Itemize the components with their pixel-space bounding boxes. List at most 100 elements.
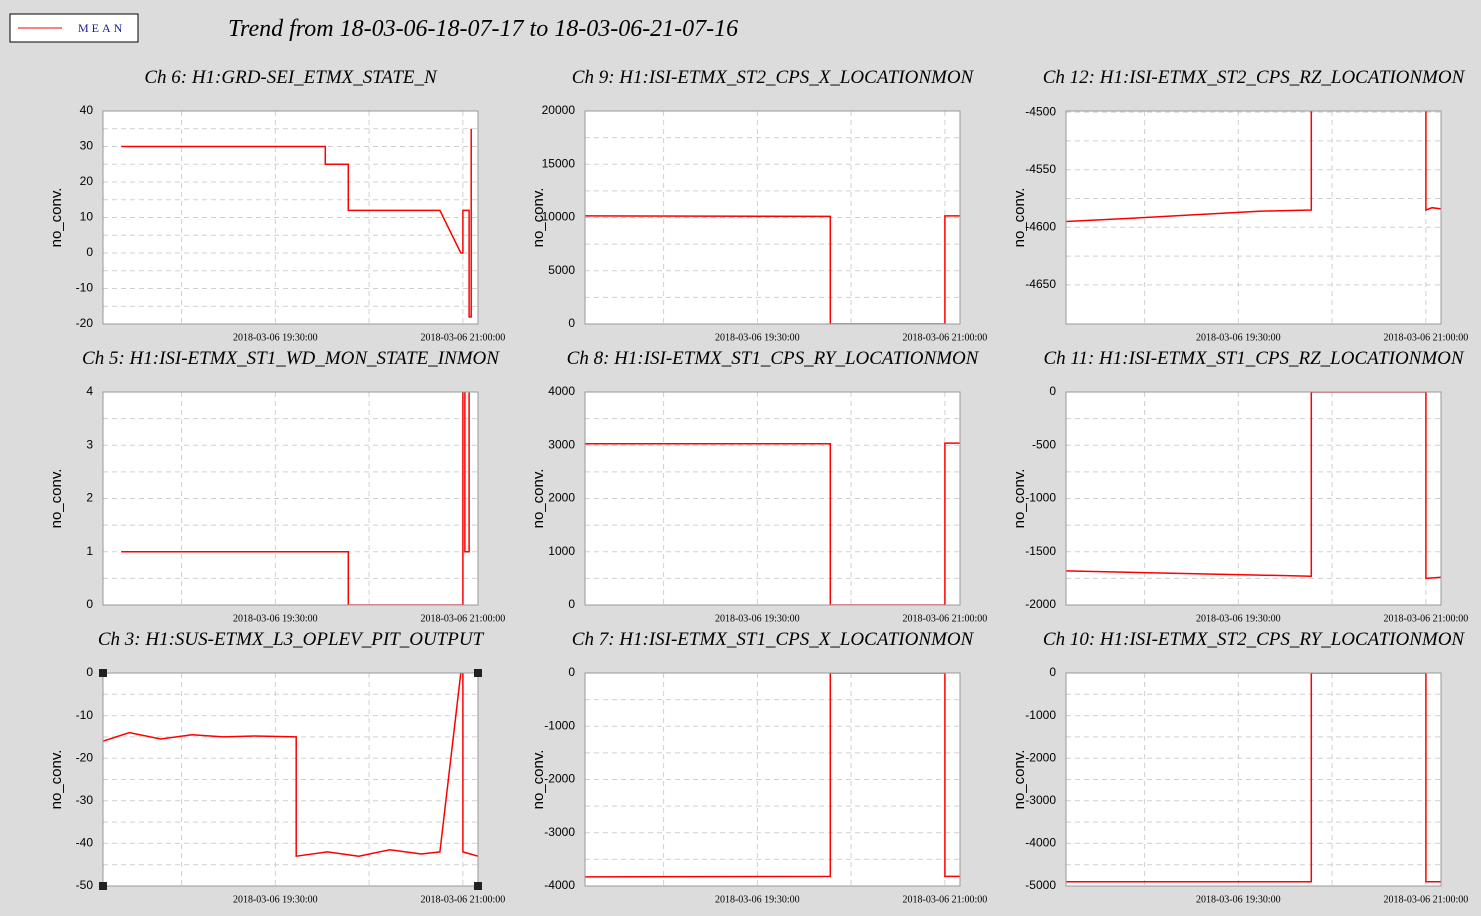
series-line [103, 673, 478, 858]
x-tick-label: 2018-03-06 19:30:00 [715, 894, 800, 905]
window-title: Trend from 18-03-06-18-07-17 to 18-03-06… [228, 16, 738, 42]
plot-frame [584, 672, 961, 887]
plot-area [103, 673, 478, 886]
y-axis-label: no_conv. [48, 188, 65, 248]
plot-area [1066, 392, 1441, 605]
x-tick-label: 2018-03-06 21:00:00 [1384, 332, 1469, 343]
plot-frame [102, 391, 479, 606]
chart-title: Ch 11: H1:ISI-ETMX_ST1_CPS_RZ_LOCATIONMO… [1043, 348, 1464, 369]
y-tick-label: -4650 [1025, 277, 1056, 291]
y-tick-label: 0 [86, 597, 93, 611]
y-tick-label: -10 [76, 708, 94, 722]
y-tick-label: 40 [80, 103, 94, 117]
y-tick-label: 15000 [542, 156, 576, 170]
y-tick-label: -2000 [544, 772, 575, 786]
chart-title: Ch 6: H1:GRD-SEI_ETMX_STATE_N [144, 67, 438, 88]
series-line [1066, 673, 1441, 883]
y-tick-label: -3000 [544, 825, 575, 839]
series-line [1066, 392, 1441, 580]
y-tick-label: -3000 [1025, 793, 1056, 807]
plot-area [103, 392, 478, 605]
x-tick-label: 2018-03-06 21:00:00 [903, 332, 988, 343]
x-tick-label: 2018-03-06 19:30:00 [233, 613, 318, 624]
y-axis-label: no_conv. [1011, 469, 1028, 529]
y-tick-label: -5000 [1025, 878, 1056, 892]
y-tick-label: 30 [80, 139, 94, 153]
plot-frame [102, 110, 479, 325]
plot-area [585, 673, 960, 886]
y-tick-label: 1000 [548, 544, 575, 558]
plot-area [1066, 111, 1441, 324]
y-tick-label: 0 [568, 597, 575, 611]
y-tick-label: 0 [86, 245, 93, 259]
selection-handle [474, 669, 482, 677]
y-tick-label: -40 [76, 836, 94, 850]
x-tick-label: 2018-03-06 21:00:00 [1384, 613, 1469, 624]
series-line [121, 392, 470, 605]
x-tick-label: 2018-03-06 19:30:00 [1196, 894, 1281, 905]
y-tick-label: -4000 [544, 878, 575, 892]
y-tick-label: -1000 [544, 718, 575, 732]
y-axis-label: no_conv. [48, 469, 65, 529]
y-tick-label: 0 [568, 316, 575, 330]
y-tick-label: 2000 [548, 491, 575, 505]
chart-title: Ch 9: H1:ISI-ETMX_ST2_CPS_X_LOCATIONMON [572, 67, 975, 88]
y-tick-label: 5000 [548, 263, 575, 277]
series-line [121, 128, 472, 318]
plot-frame [584, 110, 961, 325]
y-tick-label: 10000 [542, 210, 576, 224]
plot-frame [584, 391, 961, 606]
y-axis-label: no_conv. [48, 750, 65, 810]
chart-title: Ch 8: H1:ISI-ETMX_ST1_CPS_RY_LOCATIONMON [567, 348, 980, 369]
x-tick-label: 2018-03-06 19:30:00 [715, 613, 800, 624]
y-axis-label: no_conv. [530, 188, 547, 248]
y-tick-label: -1500 [1025, 544, 1056, 558]
y-tick-label: -4500 [1025, 104, 1056, 118]
series-line [585, 215, 960, 324]
y-tick-label: -30 [76, 793, 94, 807]
y-tick-label: -10 [76, 281, 94, 295]
x-tick-label: 2018-03-06 21:00:00 [421, 613, 506, 624]
y-axis-label: no_conv. [530, 469, 547, 529]
y-tick-label: 3 [86, 437, 93, 451]
chart-title: Ch 12: H1:ISI-ETMX_ST2_CPS_RZ_LOCATIONMO… [1043, 67, 1466, 88]
x-tick-label: 2018-03-06 21:00:00 [421, 894, 506, 905]
plot-frame [1065, 672, 1442, 887]
x-tick-label: 2018-03-06 19:30:00 [715, 332, 800, 343]
selection-handle [99, 882, 107, 890]
y-tick-label: 0 [1049, 384, 1056, 398]
y-tick-label: -20 [76, 316, 94, 330]
plot-frame [1065, 110, 1442, 325]
y-tick-label: 0 [86, 665, 93, 679]
plot-frame [102, 672, 479, 887]
x-tick-label: 2018-03-06 21:00:00 [421, 332, 506, 343]
x-tick-label: 2018-03-06 21:00:00 [903, 613, 988, 624]
y-tick-label: -4600 [1025, 219, 1056, 233]
series-line [1066, 111, 1441, 223]
y-tick-label: -1000 [1025, 708, 1056, 722]
y-tick-label: -50 [76, 878, 94, 892]
chart-title: Ch 10: H1:ISI-ETMX_ST2_CPS_RY_LOCATIONMO… [1043, 629, 1466, 650]
y-tick-label: 3000 [548, 437, 575, 451]
plot-area [585, 111, 960, 324]
plot-area [585, 392, 960, 605]
x-tick-label: 2018-03-06 21:00:00 [903, 894, 988, 905]
y-tick-label: 2 [86, 491, 93, 505]
x-tick-label: 2018-03-06 19:30:00 [233, 894, 318, 905]
x-tick-label: 2018-03-06 21:00:00 [1384, 894, 1469, 905]
chart-title: Ch 3: H1:SUS-ETMX_L3_OPLEV_PIT_OUTPUT [98, 629, 485, 650]
y-tick-label: -2000 [1025, 597, 1056, 611]
y-tick-label: -2000 [1025, 750, 1056, 764]
x-tick-label: 2018-03-06 19:30:00 [1196, 332, 1281, 343]
y-tick-label: 20 [80, 174, 94, 188]
y-axis-label: no_conv. [1011, 750, 1028, 810]
y-tick-label: -1000 [1025, 491, 1056, 505]
y-tick-label: -20 [76, 750, 94, 764]
legend-label: MEAN [78, 21, 125, 35]
y-axis-label: no_conv. [1011, 188, 1028, 248]
y-tick-label: 4000 [548, 384, 575, 398]
y-tick-label: 1 [86, 544, 93, 558]
y-axis-label: no_conv. [530, 750, 547, 810]
